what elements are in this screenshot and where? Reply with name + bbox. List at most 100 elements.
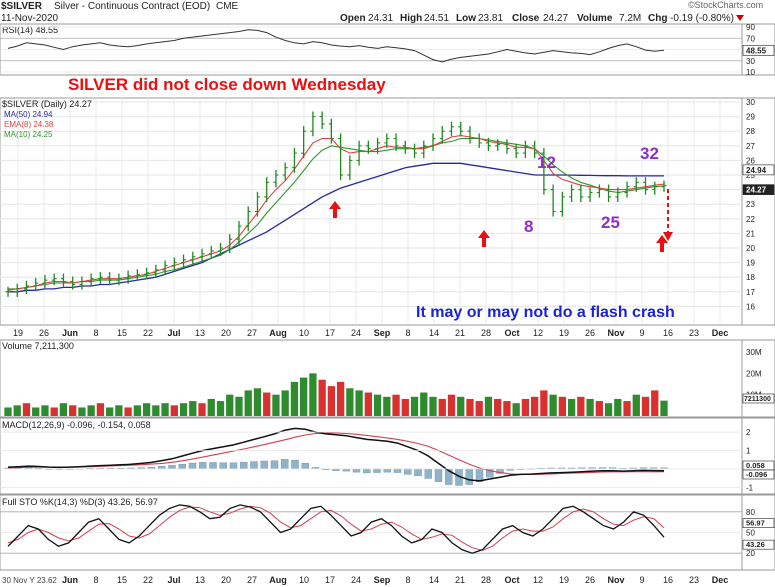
macd-histogram-bar	[219, 462, 227, 470]
volume-value-box	[742, 393, 775, 404]
stochastic-value-box	[742, 539, 775, 550]
macd-histogram-bar	[363, 468, 371, 474]
volume-bar	[567, 398, 576, 416]
volume-bar	[226, 394, 234, 416]
y-tick-label: 18	[746, 273, 755, 282]
volume-bar	[170, 405, 178, 416]
volume-bar	[198, 403, 206, 416]
macd-histogram-bar	[404, 468, 412, 475]
macd-histogram-bar	[373, 468, 381, 473]
volume-bar	[309, 373, 317, 416]
x-tick-label: Dec	[712, 328, 729, 338]
macd-histogram-bar	[424, 468, 432, 479]
x-tick-label: 22	[143, 575, 153, 585]
rsi-value-box	[742, 45, 775, 56]
count-32: 32	[640, 144, 659, 163]
y-tick-label: 29	[746, 113, 755, 122]
x-tick-label: 16	[663, 328, 673, 338]
down-arrow-icon	[736, 15, 744, 21]
volume-bar	[392, 394, 400, 416]
x-tick-label: 9	[639, 328, 644, 338]
macd-histogram-bar	[158, 465, 166, 470]
macd-value-label: 0.058	[746, 461, 765, 470]
y-tick-label: 22	[746, 215, 755, 224]
volume-bar	[521, 398, 530, 416]
volume-bar	[161, 403, 169, 416]
x-tick-label: Nov	[607, 575, 624, 585]
rsi-legend: RSI(14) 48.55	[2, 25, 58, 35]
volume-bar	[13, 405, 21, 416]
volume-bar	[401, 398, 409, 416]
symbol-title: $SILVER	[1, 1, 43, 12]
volume-bar	[586, 398, 594, 416]
close-label: Close	[512, 13, 540, 24]
volume-bar	[87, 405, 95, 416]
x-tick-label: Jun	[62, 328, 78, 338]
volume-bar	[207, 398, 215, 416]
macd-histogram-bar	[229, 462, 238, 470]
x-tick-label: 24	[351, 328, 361, 338]
volume-bar	[623, 401, 631, 416]
volume-bar	[22, 403, 31, 416]
volume-bar	[660, 400, 668, 416]
x-tick-label: 22	[143, 328, 153, 338]
y-tick-label: 50	[746, 529, 755, 538]
watermark: ©StockCharts.com	[688, 0, 763, 10]
volume-bar	[531, 396, 539, 416]
open-label: Open	[340, 13, 366, 24]
exchange-label: CME	[216, 1, 239, 12]
x-tick-label: Oct	[504, 328, 519, 338]
volume-bar	[429, 396, 437, 416]
x-tick-label: 26	[585, 328, 595, 338]
y-tick-label: 30	[746, 98, 755, 107]
volume-value: 7.2M	[619, 13, 641, 24]
x-tick-label: Jul	[167, 328, 180, 338]
macd-histogram-bar	[281, 459, 289, 470]
volume-bar	[632, 394, 640, 416]
y-tick-label: 21	[746, 229, 755, 238]
volume-bar	[336, 381, 345, 416]
bottom-x-axis: Jun 8 15 22 Jul 13 20 27 Aug 10 17 24 Sep 8 14 21 28 Oct 1…	[62, 575, 728, 585]
x-tick-label: 8	[405, 575, 410, 585]
x-tick-label: 15	[117, 328, 127, 338]
low-value: 23.81	[478, 13, 503, 24]
macd-histogram-bar	[434, 468, 443, 482]
volume-bar	[96, 403, 105, 416]
y-tick-label: 26	[746, 156, 755, 165]
stochastic-panel: Full STO %K(14,3) %D(3) 43.26, 56.97 80 5…	[0, 494, 775, 571]
x-tick-label: 12	[533, 328, 543, 338]
volume-bar	[124, 407, 132, 416]
volume-bar	[558, 396, 567, 416]
volume-bar	[494, 398, 502, 416]
volume-bar	[604, 403, 613, 416]
macd-histogram-bar	[209, 462, 217, 470]
volume-bar	[540, 390, 548, 416]
x-tick-label: 8	[93, 575, 98, 585]
macd-histogram-bar	[352, 468, 361, 473]
volume-bar	[41, 405, 49, 416]
volume-bar	[373, 394, 382, 416]
y-tick-label: 27	[746, 142, 755, 151]
x-tick-label: 8	[93, 328, 98, 338]
down-arrow-icon	[663, 232, 673, 241]
volume-bar	[115, 405, 123, 416]
x-tick-label: 15	[117, 575, 127, 585]
x-tick-label: 27	[247, 328, 257, 338]
price-value-box	[742, 184, 775, 195]
price-legend: $SILVER (Daily) 24.27 MA(50) 24.94 EMA(8…	[2, 99, 92, 139]
x-tick-label: 17	[325, 328, 335, 338]
y-tick-label: 2	[746, 428, 751, 437]
x-tick-label: 28	[481, 575, 491, 585]
price-x-axis: 19 26 Jun 8 15 22 Jul 13 20 27 Aug 10 17 24 Sep 8 14 21 28…	[13, 328, 728, 338]
volume-bar	[216, 401, 225, 416]
volume-bar	[641, 396, 650, 416]
x-tick-label: Jul	[167, 575, 180, 585]
volume-bar	[318, 379, 326, 416]
x-tick-label: 20	[221, 575, 231, 585]
close-value: 24.27	[543, 13, 568, 24]
x-tick-label: 13	[195, 328, 205, 338]
volume-bar	[189, 401, 197, 416]
y-tick-label: 90	[746, 23, 755, 32]
legend-price: $SILVER (Daily) 24.27	[2, 99, 92, 109]
volume-bar	[457, 396, 465, 416]
